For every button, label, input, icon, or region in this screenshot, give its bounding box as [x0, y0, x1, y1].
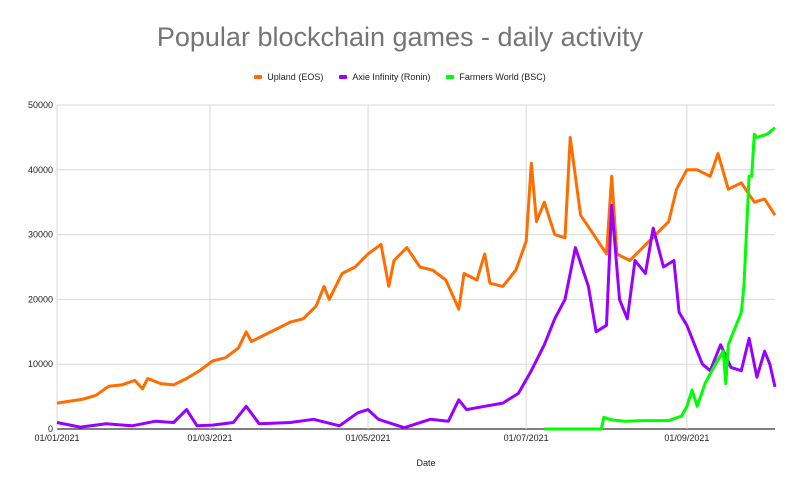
x-tick-label: 01/05/2021 [346, 433, 391, 443]
legend-swatch [254, 75, 263, 79]
y-tick-label: 10000 [28, 359, 53, 369]
y-tick-label: 20000 [28, 294, 53, 304]
legend-swatch [339, 75, 348, 79]
x-tick-label: 01/07/2021 [504, 433, 549, 443]
legend-item-axie[interactable]: Axie Infinity (Ronin) [339, 72, 430, 82]
legend-label: Upland (EOS) [267, 72, 324, 82]
y-tick-label: 0 [48, 424, 53, 434]
legend-item-farmers[interactable]: Farmers World (BSC) [446, 72, 546, 82]
legend: Upland (EOS) Axie Infinity (Ronin) Farme… [0, 72, 800, 82]
y-tick-label: 30000 [28, 230, 53, 240]
x-axis-label: Date [416, 458, 435, 468]
x-tick-label: 01/01/2021 [34, 433, 79, 443]
series-line-axie [56, 203, 777, 430]
series-line-farmers [544, 126, 776, 431]
legend-label: Farmers World (BSC) [459, 72, 546, 82]
legend-label: Axie Infinity (Ronin) [352, 72, 431, 82]
legend-item-upland[interactable]: Upland (EOS) [254, 72, 323, 82]
y-tick-label: 40000 [28, 165, 53, 175]
series-line-upland [56, 135, 777, 405]
x-tick-label: 01/09/2021 [664, 433, 709, 443]
y-tick-label: 50000 [28, 100, 53, 110]
chart-title: Popular blockchain games - daily activit… [156, 22, 644, 52]
x-tick-label: 01/03/2021 [187, 433, 232, 443]
legend-swatch [446, 75, 455, 79]
